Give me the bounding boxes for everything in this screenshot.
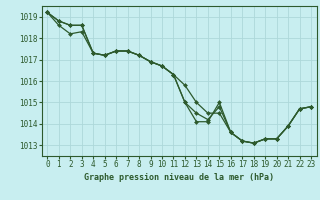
X-axis label: Graphe pression niveau de la mer (hPa): Graphe pression niveau de la mer (hPa)	[84, 173, 274, 182]
